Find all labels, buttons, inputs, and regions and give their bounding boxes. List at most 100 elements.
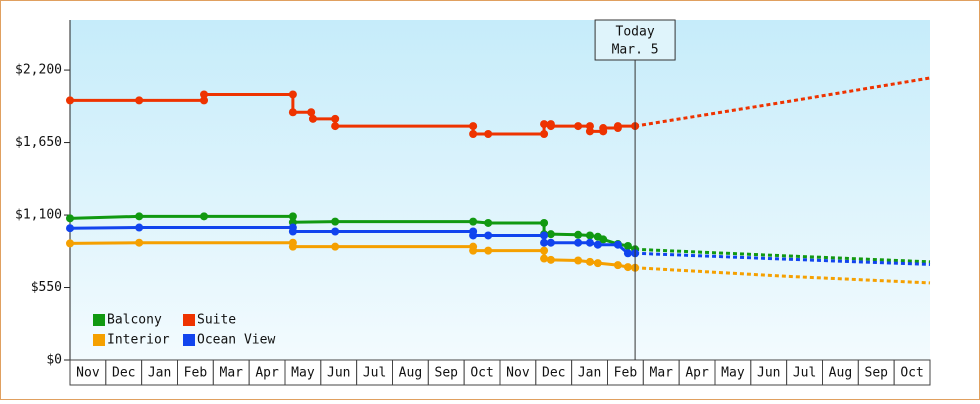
- price-point: [540, 246, 549, 255]
- price-point: [331, 122, 340, 131]
- price-point: [484, 218, 493, 227]
- x-cell: [750, 359, 788, 386]
- today-label: Today: [616, 25, 655, 40]
- price-point: [593, 240, 602, 249]
- x-tick-label: Aug: [829, 366, 852, 381]
- legend-swatch: [93, 334, 105, 346]
- price-point: [546, 255, 555, 264]
- price-point: [574, 230, 583, 239]
- x-cell: [320, 359, 358, 386]
- x-tick-label: Oct: [470, 366, 493, 381]
- x-tick-label: Jun: [327, 366, 350, 381]
- price-point: [546, 238, 555, 247]
- price-point: [135, 96, 144, 105]
- plot-area: [70, 20, 930, 360]
- price-point: [200, 96, 209, 105]
- x-tick-label: Sep: [865, 366, 889, 381]
- price-point: [331, 242, 340, 251]
- x-cell: [857, 359, 895, 386]
- price-point: [288, 242, 297, 251]
- x-tick-label: Nov: [506, 366, 530, 381]
- legend-label: Suite: [197, 313, 236, 328]
- x-tick-label: Jul: [793, 366, 816, 381]
- projection-line: [635, 251, 931, 266]
- price-point: [288, 108, 297, 117]
- price-point: [613, 261, 622, 270]
- price-point: [135, 212, 144, 221]
- price-point: [623, 249, 632, 258]
- price-point: [331, 114, 340, 123]
- price-point: [331, 227, 340, 236]
- price-point: [585, 238, 594, 247]
- x-tick-label: May: [291, 366, 315, 381]
- x-tick-label: Oct: [900, 366, 923, 381]
- x-tick-label: Jun: [757, 366, 780, 381]
- price-point: [200, 90, 209, 99]
- x-tick-label: May: [721, 366, 745, 381]
- price-point: [469, 129, 478, 138]
- price-point: [484, 129, 493, 138]
- x-cell: [212, 359, 250, 386]
- price-point: [546, 122, 555, 131]
- x-cell: [893, 359, 931, 386]
- legend-label: Ocean View: [197, 333, 275, 348]
- x-cell: [714, 359, 752, 386]
- x-tick-label: Nov: [76, 366, 100, 381]
- price-point: [469, 231, 478, 240]
- x-cell: [141, 359, 179, 386]
- price-point: [308, 114, 317, 123]
- x-cell: [571, 359, 609, 386]
- price-point: [613, 240, 622, 249]
- price-point: [135, 223, 144, 232]
- price-point: [540, 218, 549, 227]
- price-point: [307, 108, 316, 117]
- price-point: [546, 230, 555, 239]
- price-point: [469, 246, 478, 255]
- price-point: [593, 259, 602, 268]
- price-point: [540, 254, 549, 263]
- x-tick-label: Dec: [112, 366, 135, 381]
- price-point: [288, 227, 297, 236]
- x-tick-label: Apr: [685, 366, 709, 381]
- y-tick-label: $1,650: [15, 135, 62, 150]
- x-cell: [607, 359, 644, 386]
- legend-label: Interior: [107, 333, 170, 348]
- legend-swatch: [183, 314, 195, 326]
- y-tick-label: $550: [31, 280, 62, 295]
- x-cell: [678, 359, 716, 386]
- price-point: [66, 96, 74, 105]
- x-cell: [284, 359, 322, 386]
- x-tick-label: Feb: [184, 366, 208, 381]
- price-point: [540, 129, 549, 138]
- x-cell: [427, 359, 465, 386]
- price-point: [200, 212, 209, 221]
- legend-swatch: [93, 314, 105, 326]
- legend-label: Balcony: [107, 313, 162, 328]
- projection-line: [635, 266, 931, 285]
- legend-swatch: [183, 334, 195, 346]
- price-point: [135, 238, 144, 247]
- price-point: [599, 124, 608, 133]
- price-point: [540, 231, 549, 240]
- price-point: [613, 122, 622, 131]
- price-point: [469, 122, 478, 131]
- x-cell: [105, 359, 143, 386]
- x-tick-label: Mar: [650, 366, 674, 381]
- price-point: [585, 231, 594, 240]
- x-tick-label: Mar: [220, 366, 244, 381]
- price-point: [66, 214, 74, 223]
- price-point: [540, 238, 549, 247]
- today-box: [594, 19, 676, 61]
- x-tick-label: Feb: [614, 366, 638, 381]
- projection-line: [634, 76, 931, 128]
- price-point: [623, 242, 632, 251]
- y-tick-label: $1,100: [15, 208, 62, 223]
- y-tick-label: $0: [46, 353, 62, 368]
- x-tick-label: Dec: [542, 366, 565, 381]
- x-tick-label: Sep: [435, 366, 459, 381]
- price-point: [331, 217, 340, 226]
- price-point: [540, 120, 549, 129]
- price-point: [469, 217, 478, 226]
- x-tick-label: Jul: [363, 366, 386, 381]
